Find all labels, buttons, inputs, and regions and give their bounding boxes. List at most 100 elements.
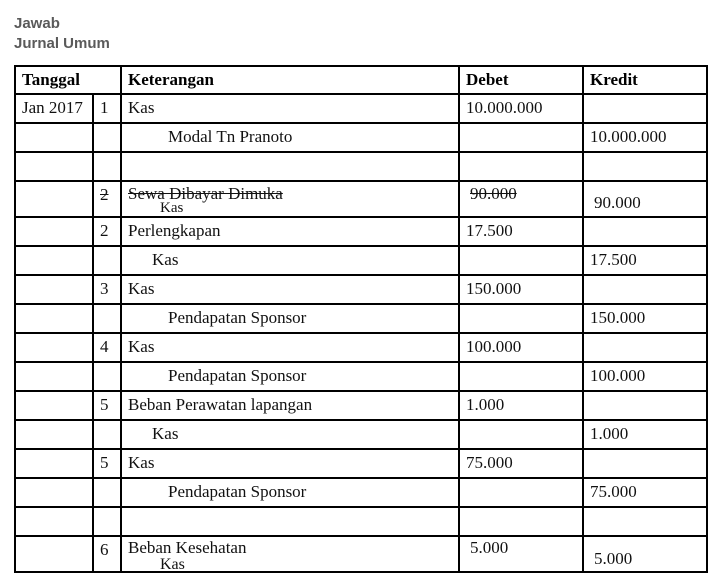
cell-debet: 1.000 bbox=[459, 391, 583, 420]
debet-struck: 90.000 bbox=[470, 183, 517, 206]
table-row: Pendapatan Sponsor 150.000 bbox=[15, 304, 707, 333]
table-row: 5 Kas 75.000 bbox=[15, 449, 707, 478]
cell-desc bbox=[121, 507, 459, 536]
desc-stacked: Beban Kesehatan Kas bbox=[128, 539, 452, 569]
table-row: Jan 2017 1 Kas 10.000.000 bbox=[15, 94, 707, 123]
cell-kredit: 5.000 bbox=[583, 536, 707, 572]
cell-date bbox=[15, 333, 93, 362]
cell-desc: Kas bbox=[121, 275, 459, 304]
cell-entry-no bbox=[93, 304, 121, 333]
kredit-below: 5.000 bbox=[594, 548, 632, 571]
cell-desc: Perlengkapan bbox=[121, 217, 459, 246]
table-row: 2 Sewa Dibayar Dimuka Kas 90.000 90.000 bbox=[15, 181, 707, 217]
cell-debet bbox=[459, 507, 583, 536]
cell-entry-no bbox=[93, 123, 121, 152]
cell-entry-no: 5 bbox=[93, 449, 121, 478]
cell-debet: 10.000.000 bbox=[459, 94, 583, 123]
cell-desc: Pendapatan Sponsor bbox=[121, 478, 459, 507]
cell-kredit: 75.000 bbox=[583, 478, 707, 507]
cell-desc: Kas bbox=[121, 94, 459, 123]
table-row: Pendapatan Sponsor 100.000 bbox=[15, 362, 707, 391]
cell-date bbox=[15, 246, 93, 275]
cell-debet: 150.000 bbox=[459, 275, 583, 304]
cell-desc: Kas bbox=[121, 246, 459, 275]
cell-date bbox=[15, 478, 93, 507]
debet-stacked: 5.000 bbox=[466, 539, 576, 569]
cell-kredit bbox=[583, 152, 707, 181]
cell-desc: Kas bbox=[121, 420, 459, 449]
col-header-kredit: Kredit bbox=[583, 66, 707, 95]
table-header-row: Tanggal Keterangan Debet Kredit bbox=[15, 66, 707, 95]
cell-entry-no: 2 bbox=[93, 217, 121, 246]
cell-kredit: 1.000 bbox=[583, 420, 707, 449]
desc-indent: Pendapatan Sponsor bbox=[128, 481, 306, 504]
cell-date bbox=[15, 275, 93, 304]
cell-debet bbox=[459, 362, 583, 391]
cell-kredit bbox=[583, 449, 707, 478]
cell-date bbox=[15, 123, 93, 152]
table-row: 3 Kas 150.000 bbox=[15, 275, 707, 304]
header-line-1: Jawab bbox=[14, 14, 709, 34]
table-row-spacer bbox=[15, 152, 707, 181]
cell-desc: Beban Perawatan lapangan bbox=[121, 391, 459, 420]
header-line-2: Jurnal Umum bbox=[14, 34, 709, 54]
cell-kredit bbox=[583, 275, 707, 304]
cell-desc bbox=[121, 152, 459, 181]
cell-entry-no: 4 bbox=[93, 333, 121, 362]
desc-indent: Kas bbox=[128, 423, 178, 446]
cell-debet: 100.000 bbox=[459, 333, 583, 362]
cell-entry-no: 6 bbox=[93, 536, 121, 572]
debet-stacked: 90.000 bbox=[466, 184, 576, 214]
col-header-tanggal: Tanggal bbox=[15, 66, 121, 95]
cell-entry-no: 5 bbox=[93, 391, 121, 420]
cell-debet: 17.500 bbox=[459, 217, 583, 246]
cell-date bbox=[15, 391, 93, 420]
col-header-debet: Debet bbox=[459, 66, 583, 95]
cell-desc: Kas bbox=[121, 333, 459, 362]
cell-desc: Kas bbox=[121, 449, 459, 478]
cell-date bbox=[15, 217, 93, 246]
cell-desc: Pendapatan Sponsor bbox=[121, 362, 459, 391]
cell-kredit: 10.000.000 bbox=[583, 123, 707, 152]
table-row: Kas 17.500 bbox=[15, 246, 707, 275]
table-row: 5 Beban Perawatan lapangan 1.000 bbox=[15, 391, 707, 420]
cell-entry-no bbox=[93, 420, 121, 449]
cell-desc: Beban Kesehatan Kas bbox=[121, 536, 459, 572]
table-row: 4 Kas 100.000 bbox=[15, 333, 707, 362]
table-row: Modal Tn Pranoto 10.000.000 bbox=[15, 123, 707, 152]
col-header-keterangan: Keterangan bbox=[121, 66, 459, 95]
desc-below: Kas bbox=[160, 554, 185, 576]
cell-kredit bbox=[583, 217, 707, 246]
cell-kredit: 100.000 bbox=[583, 362, 707, 391]
desc-indent: Pendapatan Sponsor bbox=[128, 307, 306, 330]
cell-kredit bbox=[583, 391, 707, 420]
cell-entry-no bbox=[93, 152, 121, 181]
desc-below: Kas bbox=[160, 198, 183, 218]
table-row-spacer bbox=[15, 507, 707, 536]
cell-desc: Pendapatan Sponsor bbox=[121, 304, 459, 333]
cell-date bbox=[15, 152, 93, 181]
desc-struck: Sewa Dibayar Dimuka bbox=[128, 183, 283, 206]
cell-debet bbox=[459, 304, 583, 333]
cell-date bbox=[15, 507, 93, 536]
cell-debet bbox=[459, 123, 583, 152]
cell-debet: 75.000 bbox=[459, 449, 583, 478]
cell-date bbox=[15, 449, 93, 478]
table-row: Pendapatan Sponsor 75.000 bbox=[15, 478, 707, 507]
cell-kredit: 150.000 bbox=[583, 304, 707, 333]
cell-entry-no bbox=[93, 362, 121, 391]
cell-entry-no bbox=[93, 478, 121, 507]
cell-debet bbox=[459, 152, 583, 181]
cell-date bbox=[15, 536, 93, 572]
cell-kredit: 17.500 bbox=[583, 246, 707, 275]
cell-date bbox=[15, 420, 93, 449]
cell-debet bbox=[459, 420, 583, 449]
cell-debet: 5.000 bbox=[459, 536, 583, 572]
cell-kredit: 90.000 bbox=[583, 181, 707, 217]
cell-desc: Sewa Dibayar Dimuka Kas bbox=[121, 181, 459, 217]
kredit-below: 90.000 bbox=[594, 192, 704, 215]
journal-table: Tanggal Keterangan Debet Kredit Jan 2017… bbox=[14, 65, 708, 573]
desc-indent: Pendapatan Sponsor bbox=[128, 365, 306, 388]
cell-date bbox=[15, 181, 93, 217]
debet-top: 5.000 bbox=[470, 537, 508, 560]
